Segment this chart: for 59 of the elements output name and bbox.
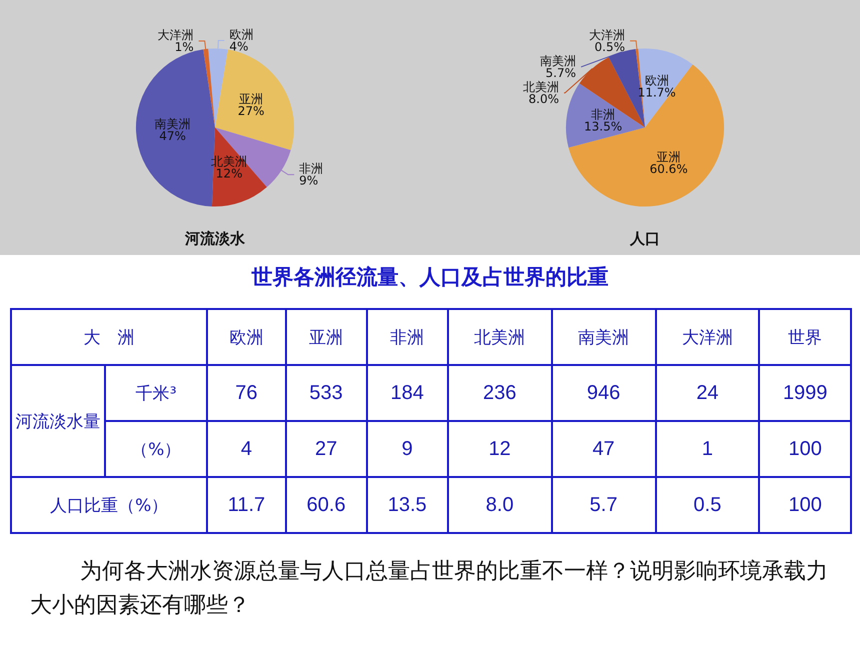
slice-label: 亚洲 (656, 150, 681, 164)
data-label: 236 (448, 365, 552, 421)
slice-label: 非洲 (591, 107, 616, 122)
category-label: 北美洲 (448, 309, 552, 365)
data-label: 12 (448, 421, 552, 477)
data-label: 184 (366, 365, 448, 421)
text: 世界各洲径流量、人口及占世界的比重 (250, 263, 610, 291)
slice-label: 北美洲 (523, 80, 560, 94)
data-label: 8.0% (528, 92, 560, 106)
data-label: 12% (216, 166, 242, 181)
data-label: 47% (159, 128, 186, 143)
data-label: 9% (299, 174, 318, 188)
data-label: 60.6% (650, 162, 688, 176)
data-label: 1% (174, 40, 194, 54)
slice-label: 欧洲 (644, 74, 669, 88)
data-label: 27 (286, 421, 367, 477)
data-label: 47 (552, 421, 656, 477)
data-label: 1999 (759, 365, 851, 421)
slice-label: 亚洲 (239, 92, 264, 106)
data-label: 13.5% (584, 119, 622, 134)
text: 人口比重（%） (11, 477, 208, 533)
text: 为何各大洲水资源总量与人口总量占世界的比重不一样？说明影响环境承载力大小的因素还有哪些？ (30, 558, 829, 620)
slice-label: 大洋洲 (158, 28, 194, 42)
data-label: 4% (229, 40, 248, 54)
text: 河流淡水量 (11, 365, 105, 477)
data-label: 8.0 (448, 477, 552, 533)
data-label: 5.7% (546, 66, 576, 80)
data-label: 27% (238, 104, 264, 118)
slice-label: 南美洲 (540, 54, 576, 68)
text: 大 洲 (11, 309, 208, 365)
category-label: 世界 (759, 309, 851, 365)
category-label: 亚洲 (286, 309, 367, 365)
data-label: 11.7 (207, 477, 286, 533)
text: 人口 (629, 230, 660, 248)
data-label: 4 (207, 421, 286, 477)
text: 河流淡水 (184, 230, 246, 248)
data-label: 5.7 (552, 477, 656, 533)
data-label: 9 (366, 421, 448, 477)
slice-label: 非洲 (299, 162, 324, 176)
data-label: 533 (286, 365, 367, 421)
data-label: 100 (759, 421, 851, 477)
slice-label: 大洋洲 (589, 28, 626, 42)
data-label: 0.5% (594, 40, 626, 54)
category-label: 大洋洲 (656, 309, 760, 365)
data-label: 1 (656, 421, 760, 477)
data-label: 60.6 (286, 477, 367, 533)
data-label: 24 (656, 365, 760, 421)
slice-label: 南美洲 (154, 116, 191, 131)
text: （%） (105, 421, 208, 477)
text: 千米³ (105, 365, 208, 421)
slice-label: 欧洲 (229, 28, 254, 42)
data-label: 13.5 (366, 477, 448, 533)
data-label: 0.5 (656, 477, 760, 533)
data-label: 100 (759, 477, 851, 533)
data-label: 76 (207, 365, 286, 421)
data-label: 946 (552, 365, 656, 421)
category-label: 非洲 (366, 309, 448, 365)
category-label: 南美洲 (552, 309, 656, 365)
category-label: 欧洲 (207, 309, 286, 365)
